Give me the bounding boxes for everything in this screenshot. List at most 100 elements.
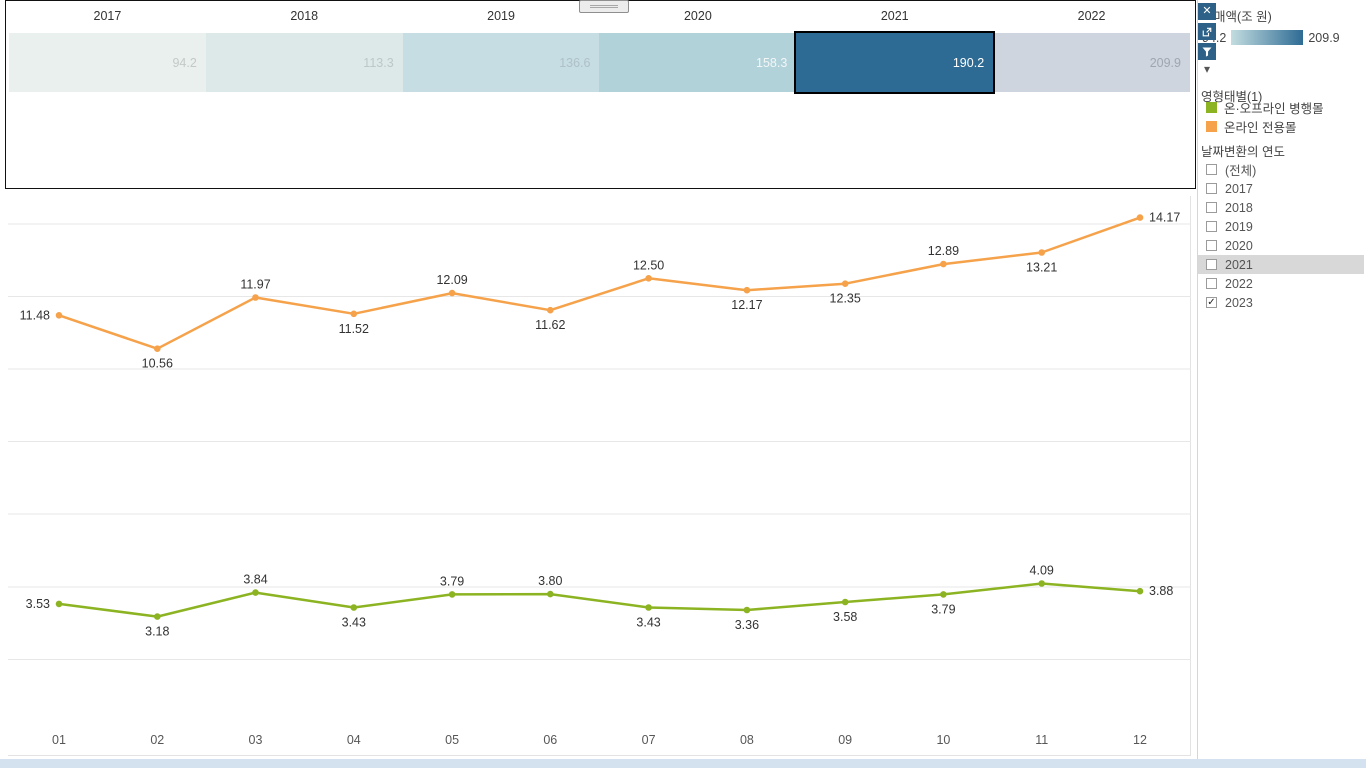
heatmap-year-label: 2018 bbox=[290, 9, 319, 23]
data-label: 12.50 bbox=[633, 258, 664, 272]
filter-icon[interactable] bbox=[1198, 43, 1216, 60]
data-label: 12.89 bbox=[928, 244, 959, 258]
data-point[interactable] bbox=[1136, 214, 1144, 221]
heatmap-cell-2018[interactable]: 113.3 bbox=[205, 33, 403, 92]
x-axis-label: 02 bbox=[150, 733, 164, 747]
close-icon[interactable]: ✕ bbox=[1198, 3, 1216, 20]
checkbox[interactable] bbox=[1206, 164, 1217, 175]
data-point[interactable] bbox=[547, 306, 554, 314]
heatmap-year-label: 2020 bbox=[683, 9, 712, 23]
series-line-0 bbox=[57, 216, 1142, 350]
heatmap-year-row: 2017 2018 2019 2020 2021 2022 bbox=[9, 6, 1190, 23]
legend-item[interactable]: 온라인 전용몰 bbox=[1206, 117, 1362, 136]
data-label: 10.56 bbox=[142, 357, 173, 371]
grip-lines-icon bbox=[590, 5, 618, 8]
data-point[interactable] bbox=[252, 294, 259, 301]
year-filter-label: 2017 bbox=[1225, 181, 1253, 196]
data-point[interactable] bbox=[252, 589, 259, 596]
x-axis-label: 08 bbox=[740, 733, 754, 747]
data-point[interactable] bbox=[350, 310, 358, 318]
year-filter-label: (전체) bbox=[1225, 164, 1257, 178]
heatmap-year-label: 2019 bbox=[487, 9, 515, 23]
heatmap-cell-2020[interactable]: 158.3 bbox=[599, 33, 797, 92]
x-axis-label: 07 bbox=[642, 733, 656, 747]
year-filter-item-2023[interactable]: ✓ 2023 bbox=[1198, 293, 1364, 312]
line-chart-svg[interactable]: 01 02 03 04 05 06 07 08 09 10 11 12 11.48 10.56 11.97 1… bbox=[8, 196, 1191, 756]
data-point[interactable] bbox=[841, 598, 849, 606]
panel-toolbar: ✕ ▾ bbox=[1198, 3, 1216, 75]
x-axis-label: 03 bbox=[249, 733, 263, 747]
data-point[interactable] bbox=[55, 312, 63, 319]
data-label: 4.09 bbox=[1030, 564, 1054, 578]
data-point[interactable] bbox=[448, 289, 456, 297]
heatmap-cell-row: 94.2 113.3 136.6 158.3 190.2 209.9 bbox=[9, 33, 1190, 92]
data-point[interactable] bbox=[841, 280, 849, 287]
heatmap-year-label: 2021 bbox=[880, 9, 909, 23]
year-filter-label: 2018 bbox=[1225, 200, 1253, 215]
heatmap-cell-2017[interactable]: 94.2 bbox=[9, 33, 206, 92]
horizontal-scrollbar[interactable] bbox=[0, 759, 1366, 768]
year-filter-list: (전체) 2017 2018 2019 2020 2021 2022 ✓ 2023 bbox=[1198, 160, 1364, 312]
heatmap-cell-2021[interactable]: 190.2 bbox=[796, 33, 994, 92]
data-point[interactable] bbox=[1038, 249, 1045, 256]
caret-down-icon[interactable]: ▾ bbox=[1203, 62, 1211, 76]
checkbox[interactable] bbox=[1206, 221, 1217, 232]
year-filter-item-전체[interactable]: (전체) bbox=[1198, 160, 1364, 179]
data-label: 3.79 bbox=[931, 602, 955, 616]
year-filter-item-2021[interactable]: 2021 bbox=[1198, 255, 1364, 274]
data-label: 14.17 bbox=[1149, 211, 1180, 225]
checkbox[interactable] bbox=[1206, 259, 1217, 270]
data-label: 3.18 bbox=[145, 625, 169, 639]
data-label: 3.84 bbox=[243, 573, 267, 587]
data-label: 12.09 bbox=[436, 273, 467, 287]
data-label: 11.62 bbox=[535, 318, 565, 332]
legend-swatch bbox=[1206, 121, 1217, 132]
color-legend-title: 매액(조 원) bbox=[1214, 10, 1272, 24]
checkbox[interactable]: ✓ bbox=[1206, 296, 1217, 308]
data-point[interactable] bbox=[448, 591, 456, 598]
export-icon[interactable] bbox=[1198, 23, 1216, 40]
data-point[interactable] bbox=[743, 606, 751, 614]
series-line-1 bbox=[57, 582, 1142, 618]
data-point[interactable] bbox=[940, 260, 947, 268]
year-filter-label: 2022 bbox=[1225, 276, 1253, 291]
data-label: 11.52 bbox=[339, 322, 369, 336]
data-point[interactable] bbox=[1136, 587, 1144, 595]
year-filter-item-2022[interactable]: 2022 bbox=[1198, 274, 1364, 293]
data-point[interactable] bbox=[940, 591, 947, 598]
x-axis-label: 10 bbox=[936, 733, 950, 747]
heatmap-cell-2019[interactable]: 136.6 bbox=[402, 33, 600, 92]
checkbox[interactable] bbox=[1206, 278, 1217, 289]
checkbox[interactable] bbox=[1206, 240, 1217, 251]
data-point[interactable] bbox=[645, 604, 652, 611]
checkbox[interactable] bbox=[1206, 183, 1217, 194]
data-point[interactable] bbox=[547, 590, 554, 598]
year-filter-label: 2019 bbox=[1225, 219, 1253, 234]
series-legend-title: 영형태별(1) bbox=[1201, 90, 1263, 104]
x-axis-label: 09 bbox=[838, 733, 852, 747]
year-filter-item-2017[interactable]: 2017 bbox=[1198, 179, 1364, 198]
data-label: 11.97 bbox=[240, 278, 270, 292]
data-point[interactable] bbox=[350, 604, 358, 611]
color-legend-max: 209.9 bbox=[1308, 30, 1340, 45]
year-heatmap-panel: 2017 2018 2019 2020 2021 2022 94.2 113.3 136.6 1… bbox=[5, 0, 1196, 189]
year-filter-label: 2020 bbox=[1225, 238, 1253, 253]
legend-item[interactable]: 온·오프라인 병행몰 bbox=[1206, 98, 1362, 117]
heatmap-year-label: 2022 bbox=[1077, 9, 1106, 23]
year-filter-item-2019[interactable]: 2019 bbox=[1198, 217, 1364, 236]
year-filter-item-2020[interactable]: 2020 bbox=[1198, 236, 1364, 255]
heatmap-cell-2022[interactable]: 209.9 bbox=[993, 33, 1190, 92]
data-point[interactable] bbox=[154, 613, 161, 620]
checkbox[interactable] bbox=[1206, 202, 1217, 213]
data-label: 3.58 bbox=[833, 610, 857, 624]
year-filter-item-2018[interactable]: 2018 bbox=[1198, 198, 1364, 217]
year-filter-label: 2023 bbox=[1225, 295, 1253, 310]
x-axis-label: 04 bbox=[347, 733, 361, 747]
data-point[interactable] bbox=[55, 600, 63, 608]
data-point[interactable] bbox=[1038, 580, 1045, 587]
x-axis-label: 11 bbox=[1035, 733, 1048, 747]
data-point[interactable] bbox=[154, 345, 161, 352]
data-point[interactable] bbox=[645, 275, 652, 282]
panel-drag-handle[interactable] bbox=[579, 0, 629, 13]
data-point[interactable] bbox=[743, 286, 751, 294]
